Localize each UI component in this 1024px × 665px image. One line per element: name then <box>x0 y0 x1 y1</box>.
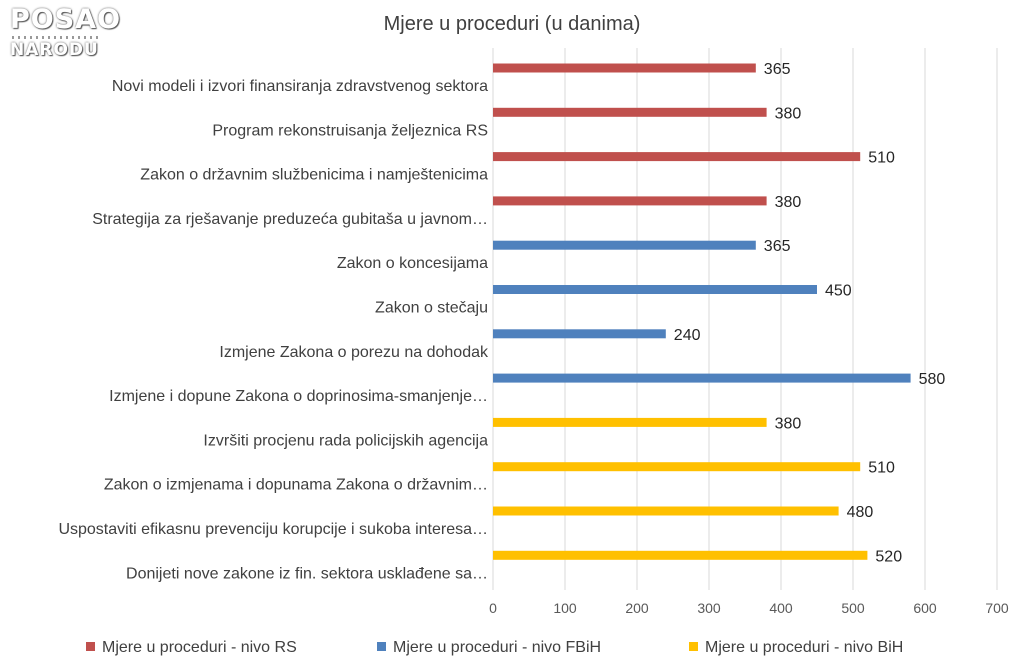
x-tick-label: 300 <box>697 600 721 616</box>
gridlines <box>492 48 998 590</box>
legend-swatch <box>86 642 95 651</box>
bar <box>493 417 767 427</box>
bar <box>493 240 756 250</box>
bar <box>493 506 839 516</box>
x-tick-label: 500 <box>841 600 865 616</box>
category-label: Zakon o koncesijama <box>337 255 488 272</box>
data-label: 365 <box>764 61 791 78</box>
category-label: Novi modeli i izvori finansiranja zdravs… <box>112 78 488 95</box>
bars <box>493 63 911 560</box>
data-label: 365 <box>764 238 791 255</box>
bar <box>493 462 861 472</box>
category-label: Program rekonstruisanja željeznica RS <box>212 122 488 139</box>
logo-line2: NARODU <box>10 40 99 60</box>
category-label: Izmjene i dopune Zakona o doprinosima-sm… <box>109 388 488 405</box>
bar <box>493 152 861 162</box>
data-label: 480 <box>847 504 874 521</box>
data-label: 380 <box>775 415 802 432</box>
data-label: 510 <box>868 150 895 167</box>
bar <box>493 285 817 294</box>
category-labels: Novi modeli i izvori finansiranja zdravs… <box>58 78 489 582</box>
x-axis-tick-labels: 0 100 200 300 400 500 600 700 <box>489 600 1009 616</box>
bar <box>493 550 868 560</box>
category-label: Zakon o izmjenama i dopunama Zakona o dr… <box>104 477 488 494</box>
category-label: Donijeti nove zakone iz fin. sektora usk… <box>126 565 488 582</box>
data-label: 580 <box>919 371 946 388</box>
category-label: Zakon o stečaju <box>375 300 488 317</box>
x-tick-label: 600 <box>913 600 937 616</box>
value-labels: 365 380 510 380 365 450 240 580 380 510 480 520 <box>674 61 946 565</box>
legend-label: Mjere u proceduri - nivo BiH <box>705 639 903 656</box>
x-tick-label: 400 <box>769 600 793 616</box>
bar <box>493 63 756 73</box>
data-label: 450 <box>825 283 852 300</box>
posao-narodu-logo: POSAO NARODU <box>10 4 122 60</box>
bar <box>493 373 911 383</box>
category-label: Izmjene Zakona o porezu na dohodak <box>219 344 489 361</box>
logo-divider <box>12 36 100 39</box>
legend-swatch <box>377 642 386 651</box>
bar <box>493 196 767 206</box>
category-label: Uspostaviti efikasnu prevenciju korupcij… <box>58 521 488 538</box>
x-tick-label: 200 <box>625 600 649 616</box>
category-label: Izvršiti procjenu rada policijskih agenc… <box>203 432 488 449</box>
x-tick-label: 700 <box>985 600 1009 616</box>
legend: Mjere u proceduri - nivo RS Mjere u proce… <box>86 639 903 656</box>
data-label: 240 <box>674 327 701 344</box>
legend-label: Mjere u proceduri - nivo RS <box>102 639 297 656</box>
legend-label: Mjere u proceduri - nivo FBiH <box>393 639 601 656</box>
category-label: Zakon o državnim službenicima i namješte… <box>140 167 488 184</box>
data-label: 510 <box>868 460 895 477</box>
legend-swatch <box>689 642 698 651</box>
data-label: 520 <box>875 548 902 565</box>
bar <box>493 329 666 339</box>
x-tick-label: 0 <box>489 600 497 616</box>
data-label: 380 <box>775 105 802 122</box>
x-tick-label: 100 <box>553 600 577 616</box>
chart-title: Mjere u proceduri (u danima) <box>384 13 641 35</box>
logo-line1: POSAO <box>10 4 122 35</box>
category-label: Strategija za rješavanje preduzeća gubit… <box>92 211 488 228</box>
data-label: 380 <box>775 194 802 211</box>
bar <box>493 107 767 117</box>
